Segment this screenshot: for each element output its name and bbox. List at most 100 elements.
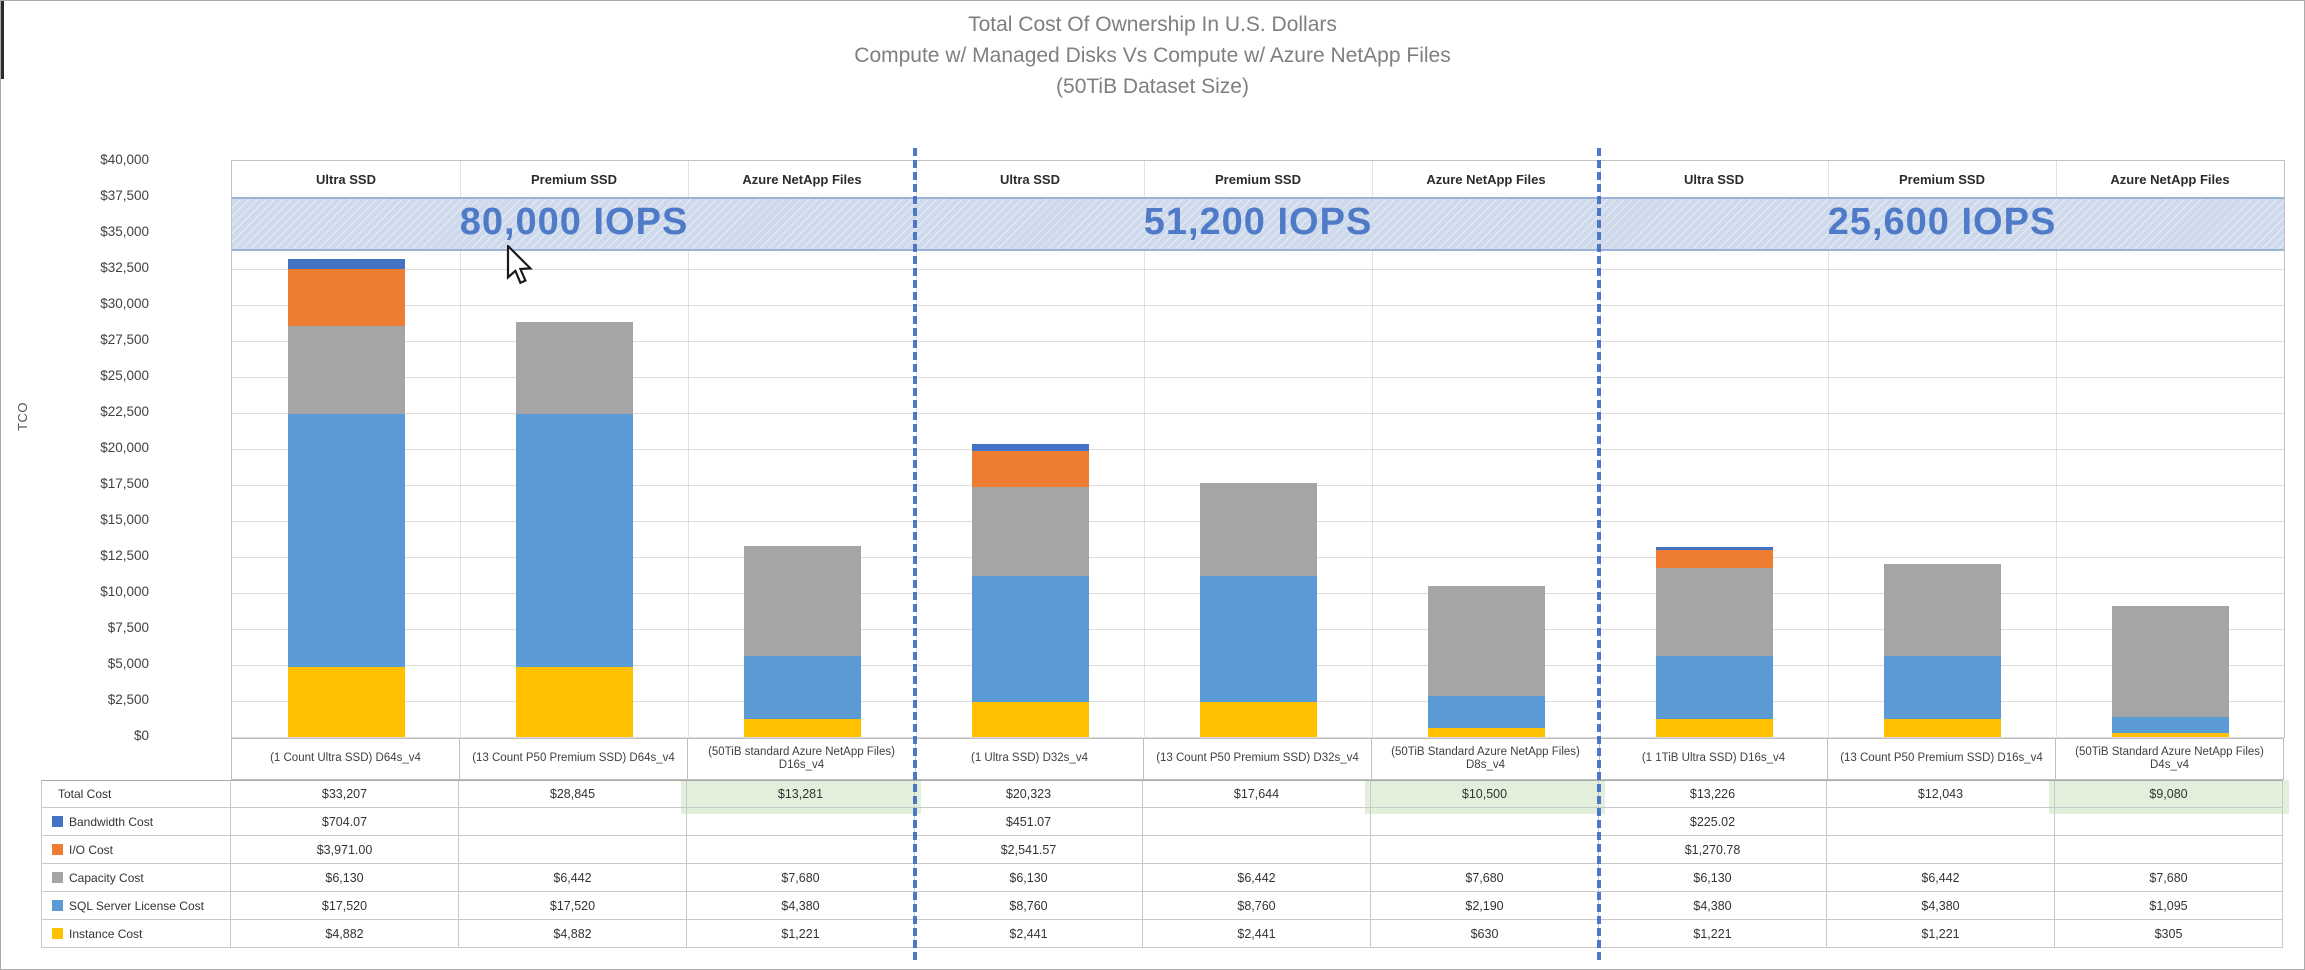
table-value-cell <box>1143 808 1371 836</box>
category-label: (50TiB Standard Azure NetApp Files) D4s_… <box>2055 738 2284 780</box>
category-label: (1 Count Ultra SSD) D64s_v4 <box>231 738 460 780</box>
bar-segment-capacity-cost <box>287 326 405 415</box>
gridline <box>1828 161 1829 737</box>
gridline <box>232 341 2284 342</box>
legend-label: Capacity Cost <box>69 870 144 885</box>
table-value-cell: $8,760 <box>915 892 1143 920</box>
iops-group-label: 25,600 IOPS <box>1827 201 2057 243</box>
gridline <box>1372 161 1373 737</box>
table-value-cell: $6,442 <box>1143 864 1371 892</box>
table-value-cell <box>1371 836 1599 864</box>
table-value-cell: $2,190 <box>1371 892 1599 920</box>
table-value-cell <box>1827 808 2055 836</box>
gridline <box>232 377 2284 378</box>
y-axis-tick: $0 <box>133 728 149 743</box>
y-axis-tick: $22,500 <box>100 404 149 419</box>
gridline <box>460 161 461 737</box>
table-value-cell: $451.07 <box>915 808 1143 836</box>
table-row-label: Bandwidth Cost <box>41 808 231 836</box>
storage-type-header: Azure NetApp Files <box>2110 172 2230 187</box>
table-row-label: Capacity Cost <box>41 864 231 892</box>
total-cost-highlight <box>681 780 921 814</box>
y-axis-tick: $30,000 <box>100 296 149 311</box>
storage-type-header: Ultra SSD <box>1000 172 1060 187</box>
legend-label: I/O Cost <box>69 842 114 857</box>
table-value-cell: $28,845 <box>459 780 687 808</box>
table-value-cell: $1,095 <box>2055 892 2283 920</box>
table-value-cell: $6,442 <box>1827 864 2055 892</box>
table-row-label: Instance Cost <box>41 920 231 948</box>
iops-group-label: 51,200 IOPS <box>1143 201 1373 243</box>
table-value-cell: $4,380 <box>1827 892 2055 920</box>
category-label: (13 Count P50 Premium SSD) D32s_v4 <box>1143 738 1372 780</box>
legend-swatch <box>52 872 63 883</box>
storage-type-header: Azure NetApp Files <box>1426 172 1546 187</box>
table-value-cell: $7,680 <box>1371 864 1599 892</box>
table-value-cell: $4,380 <box>687 892 915 920</box>
bar-segment-instance-cost <box>1427 727 1545 737</box>
table-value-cell: $33,207 <box>231 780 459 808</box>
y-axis-tick: $27,500 <box>100 332 149 347</box>
table-value-cell: $2,441 <box>915 920 1143 948</box>
table-row-label: I/O Cost <box>41 836 231 864</box>
gridline <box>232 269 2284 270</box>
table-value-cell: $1,221 <box>1827 920 2055 948</box>
table-value-cell <box>2055 808 2283 836</box>
bar-segment-bandwidth-cost <box>1655 546 1773 550</box>
table-value-cell: $6,130 <box>915 864 1143 892</box>
bar-segment-capacity-cost <box>1427 585 1545 697</box>
y-axis-tick: $5,000 <box>107 656 149 671</box>
chart-title: Total Cost Of Ownership In U.S. Dollars … <box>1 9 2304 102</box>
legend-label: Instance Cost <box>69 926 143 941</box>
table-value-cell: $17,520 <box>459 892 687 920</box>
table-row-label: Total Cost <box>41 780 231 808</box>
bar-segment-sql-server-license-cost <box>515 414 633 667</box>
gridline <box>2056 161 2057 737</box>
table-value-cell: $4,882 <box>231 920 459 948</box>
table-value-cell <box>1371 808 1599 836</box>
group-divider-dashed-line <box>1597 148 1601 960</box>
bar-segment-instance-cost <box>2111 732 2229 737</box>
y-axis-tick: $2,500 <box>107 692 149 707</box>
category-label: (50TiB Standard Azure NetApp Files) D8s_… <box>1371 738 1600 780</box>
bar-segment-sql-server-license-cost <box>1883 656 2001 720</box>
chart-title-line1: Total Cost Of Ownership In U.S. Dollars <box>968 13 1337 36</box>
table-value-cell: $12,043 <box>1827 780 2055 808</box>
window-edge-accent <box>1 1 4 79</box>
table-value-cell: $704.07 <box>231 808 459 836</box>
iops-highlight-band <box>232 197 2284 251</box>
category-label: (13 Count P50 Premium SSD) D16s_v4 <box>1827 738 2056 780</box>
table-value-cell: $6,130 <box>231 864 459 892</box>
bar-segment-capacity-cost <box>515 321 633 415</box>
y-axis-tick: $37,500 <box>100 188 149 203</box>
bar-segment-sql-server-license-cost <box>287 414 405 667</box>
table-value-cell: $9,080 <box>2055 780 2283 808</box>
table-value-cell: $13,281 <box>687 780 915 808</box>
table-value-cell <box>459 836 687 864</box>
bar-segment-instance-cost <box>743 719 861 737</box>
table-value-cell <box>2055 836 2283 864</box>
stacked-bar <box>287 161 405 737</box>
chart-title-line2: Compute w/ Managed Disks Vs Compute w/ A… <box>854 44 1451 67</box>
total-cost-highlight <box>1365 780 1605 814</box>
gridline <box>232 737 2284 738</box>
table-value-cell: $8,760 <box>1143 892 1371 920</box>
gridline <box>232 449 2284 450</box>
bar-segment-sql-server-license-cost <box>1199 575 1317 702</box>
bar-segment-capacity-cost <box>1883 563 2001 657</box>
table-value-cell: $13,226 <box>1599 780 1827 808</box>
iops-group-label: 80,000 IOPS <box>459 201 689 243</box>
group-divider-dashed-line <box>913 148 917 960</box>
gridline <box>232 413 2284 414</box>
table-value-cell: $20,323 <box>915 780 1143 808</box>
legend-swatch <box>52 900 63 911</box>
y-axis-tick: $7,500 <box>107 620 149 635</box>
table-value-cell: $630 <box>1371 920 1599 948</box>
bar-segment-sql-server-license-cost <box>1427 696 1545 728</box>
bar-segment-capacity-cost <box>1655 568 1773 657</box>
table-value-cell: $10,500 <box>1371 780 1599 808</box>
table-value-cell: $1,221 <box>687 920 915 948</box>
table-value-cell: $1,270.78 <box>1599 836 1827 864</box>
category-label: (13 Count P50 Premium SSD) D64s_v4 <box>459 738 688 780</box>
